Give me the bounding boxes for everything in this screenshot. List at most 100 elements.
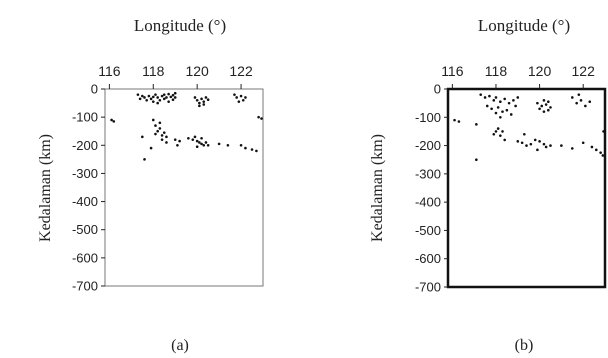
data-point xyxy=(516,96,520,99)
data-point xyxy=(204,96,208,99)
data-point xyxy=(143,96,146,99)
y-tick-label: -600 xyxy=(72,250,98,265)
data-point xyxy=(599,151,602,154)
data-point xyxy=(200,136,203,140)
data-point xyxy=(542,142,546,146)
data-point xyxy=(542,99,546,102)
data-point xyxy=(204,141,208,144)
x-ticks-b: 116 118 120 122 xyxy=(441,63,595,89)
data-point xyxy=(536,148,539,152)
data-point xyxy=(198,104,201,108)
data-point xyxy=(156,101,159,105)
data-point xyxy=(255,149,258,153)
data-point xyxy=(165,96,168,99)
data-point xyxy=(503,97,506,101)
data-point xyxy=(584,104,587,108)
data-point xyxy=(512,99,515,102)
data-point xyxy=(479,93,483,96)
data-point xyxy=(206,143,210,147)
data-point xyxy=(226,143,230,147)
y-tick-label: 0 xyxy=(434,82,441,97)
y-tick-label: -600 xyxy=(415,251,441,266)
data-point xyxy=(141,94,144,98)
data-point xyxy=(239,94,243,98)
data-point xyxy=(235,96,238,99)
data-point xyxy=(200,97,203,101)
scatter-series-a xyxy=(110,91,263,161)
data-point xyxy=(579,99,583,102)
data-point xyxy=(173,138,177,141)
data-point xyxy=(241,98,245,102)
scatter-series-b xyxy=(453,93,605,162)
data-point xyxy=(590,145,594,149)
x-axis-title-a: Longitude (°) xyxy=(134,16,226,35)
data-point xyxy=(523,132,526,136)
data-point xyxy=(594,148,598,152)
y-tick-label: -200 xyxy=(72,138,98,153)
data-point xyxy=(158,121,162,125)
plot-frame-a xyxy=(104,88,264,287)
data-point xyxy=(549,106,552,109)
x-tick-label: 120 xyxy=(185,63,209,79)
data-point xyxy=(193,135,197,139)
data-point xyxy=(167,92,170,96)
data-point xyxy=(499,115,502,119)
data-point xyxy=(260,117,263,120)
data-point xyxy=(173,91,177,95)
data-point xyxy=(544,103,548,106)
y-ticks-a: 0 -100 -200 -300 -400 -500 -600 -700 xyxy=(72,82,105,294)
data-point xyxy=(509,113,513,116)
data-point xyxy=(154,132,157,136)
data-point xyxy=(151,100,155,103)
y-ticks-b: 0 -100 -200 -300 -400 -500 -600 -700 xyxy=(415,82,448,295)
data-point xyxy=(457,120,461,123)
data-point xyxy=(494,96,498,99)
data-point xyxy=(202,143,206,147)
data-point xyxy=(138,97,142,101)
data-point xyxy=(570,96,574,99)
data-point xyxy=(544,145,548,149)
data-point xyxy=(601,154,605,157)
data-point xyxy=(525,144,528,147)
x-tick-label: 122 xyxy=(229,63,253,79)
data-point xyxy=(162,131,166,134)
x-axis-title-b: Longitude (°) xyxy=(478,16,570,35)
data-point xyxy=(202,103,206,106)
data-point xyxy=(496,106,500,109)
data-point xyxy=(147,94,151,98)
data-point xyxy=(200,142,203,146)
data-point xyxy=(160,134,164,137)
data-point xyxy=(501,130,504,133)
data-point xyxy=(529,142,533,146)
data-point xyxy=(171,93,175,97)
data-point xyxy=(475,158,478,162)
data-point xyxy=(154,93,157,96)
x-tick-label: 122 xyxy=(572,63,596,79)
y-axis-title-a: Kedalaman (km) xyxy=(37,134,54,242)
data-point xyxy=(165,135,168,139)
data-point xyxy=(499,100,502,104)
data-point xyxy=(602,130,605,133)
data-point xyxy=(453,118,456,122)
data-point xyxy=(533,138,537,142)
data-point xyxy=(244,146,247,150)
data-point xyxy=(501,110,504,113)
data-point xyxy=(490,107,493,111)
data-point xyxy=(244,96,247,99)
data-point xyxy=(158,98,162,102)
data-point xyxy=(499,134,502,137)
data-point xyxy=(588,100,592,104)
data-point xyxy=(547,108,550,112)
data-point xyxy=(169,95,173,99)
data-point xyxy=(154,124,157,127)
y-tick-label: -700 xyxy=(72,279,98,294)
data-point xyxy=(195,139,199,143)
data-point xyxy=(233,93,236,96)
data-point xyxy=(145,98,148,102)
data-point xyxy=(151,95,155,99)
data-point xyxy=(136,93,140,96)
data-point xyxy=(198,141,201,144)
y-tick-label: -300 xyxy=(415,166,441,181)
data-point xyxy=(575,101,578,105)
